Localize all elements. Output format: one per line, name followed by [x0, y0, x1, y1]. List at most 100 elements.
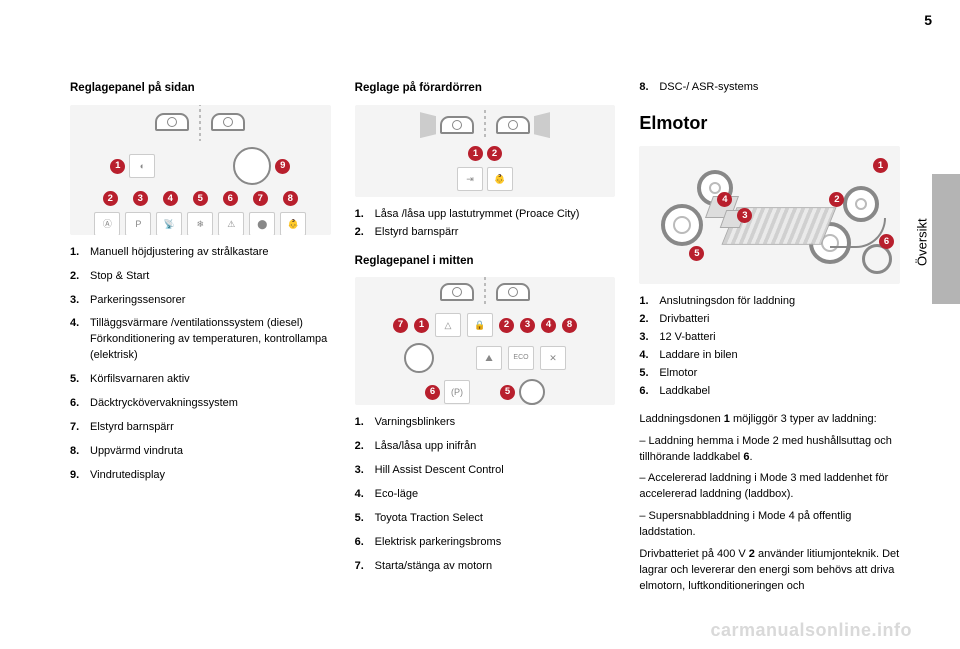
steering-wheel-icon — [211, 113, 245, 131]
item-text: Körfilsvarnaren aktiv — [90, 372, 190, 388]
item-number: 5. — [70, 372, 84, 388]
col2-heading-c: Reglagepanel i mitten — [355, 253, 616, 270]
col3-heading: Elmotor — [639, 110, 900, 136]
list-item: 2. Drivbatteri — [639, 312, 900, 328]
list-item: 8. Uppvärmd vindruta — [70, 444, 331, 460]
paragraph: Laddningsdonen 1 möjliggör 3 typer av la… — [639, 412, 900, 428]
item-number: 2. — [639, 312, 653, 328]
start-stop-button-icon — [404, 343, 434, 373]
callout-badge: 9 — [275, 159, 290, 174]
item-text: Elstyrd barnspärr — [375, 225, 459, 241]
lock-icon: 🔒 — [467, 313, 493, 337]
paragraph: – Accelererad laddning i Mode 3 med ladd… — [639, 471, 900, 503]
callout-badge: 1 — [873, 158, 888, 173]
list-item: 8. DSC-/ ASR-systems — [639, 80, 900, 96]
callout-badge: 6 — [879, 234, 894, 249]
eco-icon: ECO — [508, 346, 534, 370]
list-item: 1. Manuell höjdjustering av strålkastare — [70, 245, 331, 261]
item-text: Låsa /låsa upp lastutrymmet (Proace City… — [375, 207, 580, 223]
door-icon — [420, 112, 436, 138]
callout-badge: 2 — [103, 191, 118, 206]
content-columns: Reglagepanel på sidan 1 ◐ 9 — [70, 80, 900, 619]
list-item: 4.Tilläggsvärmare /ventilationssystem (d… — [70, 316, 331, 364]
wheel-icon — [661, 204, 703, 246]
switch-icon: 📡 — [156, 212, 182, 235]
steering-wheel-icon — [440, 283, 474, 301]
callout-badge: 8 — [283, 191, 298, 206]
column-1: Reglagepanel på sidan 1 ◐ 9 — [70, 80, 331, 619]
item-text: Starta/stänga av motorn — [375, 559, 492, 575]
paragraph: Drivbatteriet på 400 V 2 använder litium… — [639, 547, 900, 595]
list-item: 5. Körfilsvarnaren aktiv — [70, 372, 331, 388]
steering-wheel-icon — [440, 116, 474, 134]
list-item: 1.Låsa /låsa upp lastutrymmet (Proace Ci… — [355, 207, 616, 223]
figure-door-controls: 1 2 ⇥ 👶 — [355, 105, 616, 197]
item-text: Hill Assist Descent Control — [375, 463, 504, 479]
item-text: Elmotor — [659, 366, 697, 382]
item-number: 2. — [70, 269, 84, 285]
list-item: 3.Parkeringssensorer — [70, 293, 331, 309]
watermark: carmanualsonline.info — [710, 620, 912, 641]
callout-badge: 1 — [414, 318, 429, 333]
item-number: 5. — [639, 366, 653, 382]
col1-heading: Reglagepanel på sidan — [70, 80, 331, 97]
traction-dial-icon — [519, 379, 545, 405]
item-number: 6. — [355, 535, 369, 551]
col1-list: 1. Manuell höjdjustering av strålkastare 2… — [70, 245, 331, 484]
page-number: 5 — [924, 12, 932, 28]
item-number: 9. — [70, 468, 84, 484]
child-lock-icon: 👶 — [487, 167, 513, 191]
callout-badge: 3 — [520, 318, 535, 333]
paragraph-text: – Supersnabbladdning i Mode 4 på offentl… — [639, 510, 851, 538]
callout-badge: 4 — [541, 318, 556, 333]
paragraph-text: Drivbatteriet på 400 V — [639, 548, 748, 560]
list-item: 1.Anslutningsdon för laddning — [639, 294, 900, 310]
figure-side-panel: 1 ◐ 9 2345678 ⒶP📡❄⚠⬤👶 — [70, 105, 331, 235]
list-item: 7.Starta/stänga av motorn — [355, 559, 616, 575]
list-item: 4. Eco-läge — [355, 487, 616, 503]
figure-center-panel: 7 1 △ 🔒 2 3 4 8 ⛰ ECO ✕ — [355, 277, 616, 405]
paragraph-text: – Laddning hemma i Mode 2 med hushållsut… — [639, 435, 892, 463]
parking-brake-icon: (P) — [444, 380, 470, 404]
item-number: 8. — [70, 444, 84, 460]
item-number: 1. — [70, 245, 84, 261]
list-item: 3.12 V-batteri — [639, 330, 900, 346]
col2-list-b: 1.Låsa /låsa upp lastutrymmet (Proace Ci… — [355, 207, 616, 241]
callout-badge: 6 — [425, 385, 440, 400]
item-number: 2. — [355, 439, 369, 455]
list-item: 3.Hill Assist Descent Control — [355, 463, 616, 479]
item-text: Varningsblinkers — [375, 415, 456, 431]
switch-icon: ⚠ — [218, 212, 244, 235]
item-number: 3. — [639, 330, 653, 346]
item-text: Uppvärmd vindruta — [90, 444, 183, 460]
item-number: 4. — [355, 487, 369, 503]
item-text: Stop & Start — [90, 269, 149, 285]
item-number: 4. — [70, 316, 84, 364]
steering-wheel-icon — [155, 113, 189, 131]
item-text: Låsa/låsa upp inifrån — [375, 439, 477, 455]
item-text: DSC-/ ASR-systems — [659, 80, 758, 96]
list-item: 5. Elmotor — [639, 366, 900, 382]
wheel-icon — [843, 186, 879, 222]
column-2: Reglage på förardörren 1 2 ⇥ 👶 — [355, 80, 616, 619]
hazard-icon: △ — [435, 313, 461, 337]
item-text: Eco-läge — [375, 487, 418, 503]
paragraph-text: . — [749, 451, 752, 463]
list-item: 2. Elstyrd barnspärr — [355, 225, 616, 241]
item-text: Elstyrd barnspärr — [90, 420, 174, 436]
divider-icon — [484, 277, 486, 307]
dial-icon — [233, 147, 271, 185]
item-text: Manuell höjdjustering av strålkastare — [90, 245, 269, 261]
list-item: 6.Laddkabel — [639, 384, 900, 400]
item-text: Drivbatteri — [659, 312, 709, 328]
side-tab — [932, 174, 960, 304]
traction-off-icon: ✕ — [540, 346, 566, 370]
switch-icon: ⬤ — [249, 212, 275, 235]
callout-badge: 7 — [393, 318, 408, 333]
callout-badge: 3 — [133, 191, 148, 206]
item-text: Parkeringssensorer — [90, 293, 185, 309]
figure-ev-drivetrain: 1 2 3 4 5 6 — [639, 146, 900, 284]
steering-wheel-icon — [496, 283, 530, 301]
item-number: 2. — [355, 225, 369, 241]
door-icon — [534, 112, 550, 138]
